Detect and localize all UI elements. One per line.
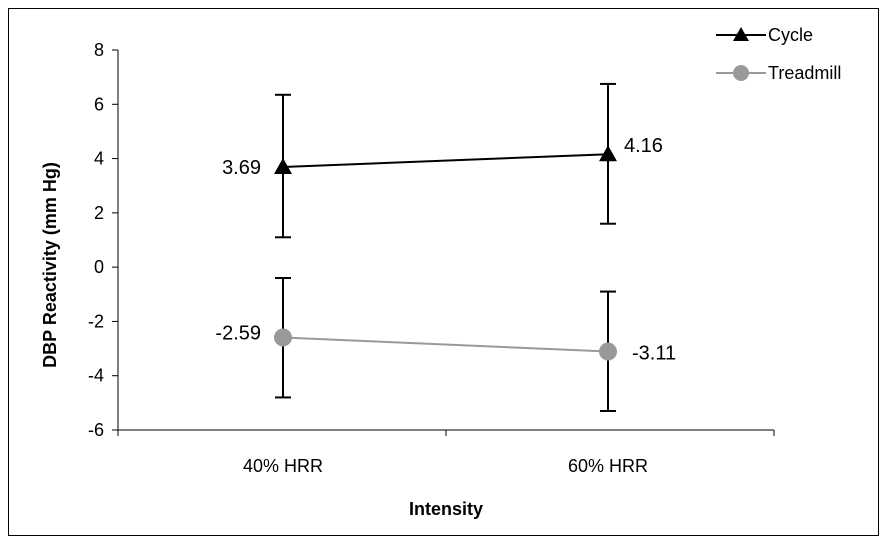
y-tick-label: 4 — [94, 149, 104, 169]
series-line-cycle — [282, 153, 609, 168]
series-cycle — [274, 82, 617, 239]
y-tick-label: -2 — [88, 311, 104, 331]
point-treadmill — [599, 342, 617, 361]
data-label-cycle: 3.69 — [222, 157, 261, 179]
point-treadmill — [274, 328, 292, 347]
chart-frame — [8, 8, 879, 536]
y-tick-label: -6 — [88, 420, 104, 440]
y-tick-label: 8 — [94, 40, 104, 60]
point-cycle — [274, 157, 292, 174]
series-treadmill — [274, 277, 617, 412]
legend-marker-treadmill — [733, 65, 749, 81]
data-label-treadmill: -2.59 — [215, 322, 261, 344]
legend-item-cycle: Cycle — [716, 25, 813, 45]
legend: Cycle Treadmill — [716, 25, 841, 83]
legend-item-treadmill: Treadmill — [716, 63, 841, 83]
axes — [117, 50, 774, 431]
data-label-treadmill: -3.11 — [632, 343, 676, 365]
y-axis-title: DBP Reactivity (mm Hg) — [40, 162, 60, 368]
x-tick-label: 60% HRR — [568, 456, 648, 476]
x-tick-label: 40% HRR — [243, 456, 323, 476]
y-tick-label: -4 — [88, 366, 104, 386]
data-labels: 3.69 4.16 -2.59 -3.11 — [215, 135, 676, 364]
data-label-cycle: 4.16 — [624, 135, 663, 157]
x-axis-title: Intensity — [409, 499, 483, 519]
legend-marker-cycle — [733, 27, 749, 41]
point-cycle — [599, 145, 617, 162]
legend-label-cycle: Cycle — [768, 25, 813, 45]
legend-label-treadmill: Treadmill — [768, 63, 841, 83]
y-tick-label: 6 — [94, 94, 104, 114]
y-ticks: 8 6 4 2 0 -2 -4 -6 — [88, 40, 118, 440]
series-line-treadmill — [282, 336, 609, 353]
series-layer — [274, 82, 617, 412]
x-ticks: 40% HRR 60% HRR — [117, 430, 775, 476]
y-tick-label: 2 — [94, 203, 104, 223]
y-tick-label: 0 — [94, 257, 104, 277]
